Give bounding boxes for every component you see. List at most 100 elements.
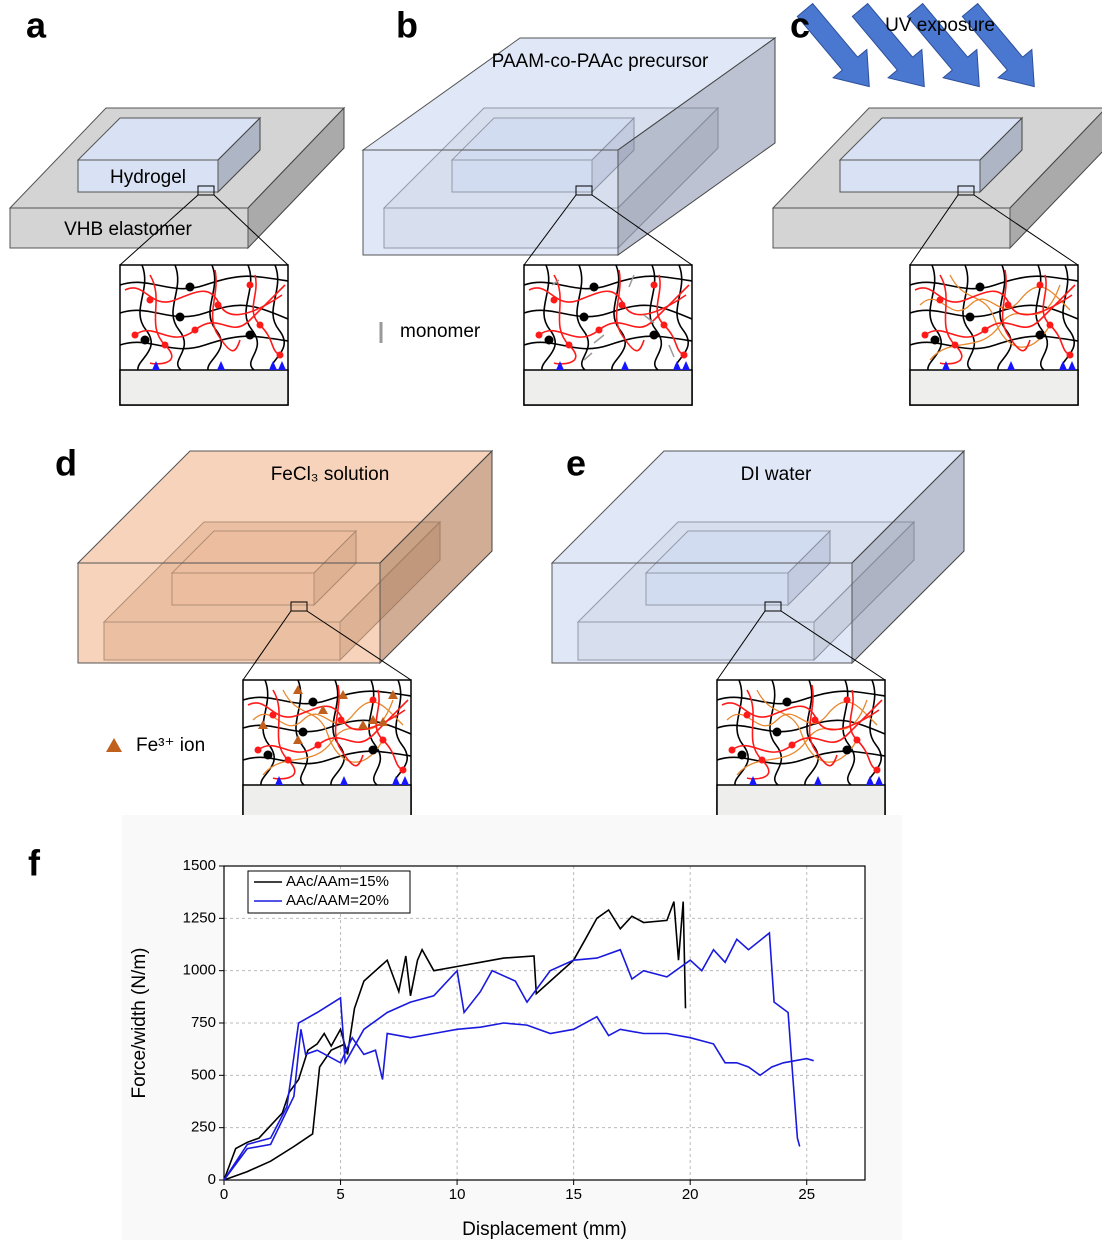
crosslink	[315, 742, 322, 749]
junction	[141, 336, 150, 345]
crosslink	[380, 737, 387, 744]
crosslink	[596, 327, 603, 334]
network-zoom	[243, 680, 411, 820]
crosslink	[812, 717, 819, 724]
crosslink	[192, 327, 199, 334]
network-zoom	[524, 265, 692, 405]
annotation: DI water	[741, 464, 812, 485]
panel-label: e	[566, 443, 586, 484]
junction	[738, 751, 747, 760]
junction	[931, 336, 940, 345]
y-axis-title: Force/width (N/m)	[129, 948, 150, 1099]
network-zoom	[910, 265, 1078, 405]
crosslink	[132, 332, 139, 339]
ion-key	[106, 738, 122, 752]
crosslink	[400, 767, 407, 774]
box-front	[363, 150, 618, 255]
panel-label: f	[28, 843, 41, 884]
annotation: UV exposure	[885, 15, 995, 36]
crosslink	[619, 302, 626, 309]
junction	[590, 283, 599, 292]
annotation: Hydrogel	[110, 167, 186, 188]
crosslink	[982, 327, 989, 334]
crosslink	[147, 297, 154, 304]
box-front	[78, 563, 380, 663]
substrate	[910, 370, 1078, 405]
substrate	[524, 370, 692, 405]
crosslink	[759, 757, 766, 764]
crosslink	[844, 697, 851, 704]
y-tick-label: 500	[191, 1066, 216, 1083]
chart: 02505007501000125015000510152025Displace…	[122, 815, 902, 1240]
y-tick-label: 1500	[183, 857, 216, 874]
junction	[299, 728, 308, 737]
crosslink	[744, 712, 751, 719]
junction	[773, 728, 782, 737]
crosslink	[922, 332, 929, 339]
panel-label: d	[55, 443, 77, 484]
x-tick-label: 0	[220, 1186, 228, 1203]
crosslink	[162, 342, 169, 349]
x-axis-title: Displacement (mm)	[462, 1219, 627, 1240]
crosslink	[285, 757, 292, 764]
x-tick-label: 5	[336, 1186, 344, 1203]
crosslink	[651, 282, 658, 289]
network-zoom	[717, 680, 885, 820]
y-tick-label: 1250	[183, 909, 216, 926]
x-tick-label: 20	[682, 1186, 699, 1203]
junction	[1036, 331, 1045, 340]
crosslink	[277, 352, 284, 359]
crosslink	[551, 297, 558, 304]
box-front	[773, 208, 1010, 248]
y-tick-label: 750	[191, 1014, 216, 1031]
substrate	[243, 785, 411, 820]
junction	[246, 331, 255, 340]
junction	[545, 336, 554, 345]
x-tick-label: 25	[798, 1186, 815, 1203]
junction	[650, 331, 659, 340]
junction	[580, 313, 589, 322]
legend-label: AAc/AAM=20%	[286, 892, 389, 909]
crosslink	[937, 297, 944, 304]
crosslink	[247, 282, 254, 289]
crosslink	[370, 697, 377, 704]
substrate	[717, 785, 885, 820]
box-front	[840, 160, 980, 192]
crosslink	[270, 712, 277, 719]
annotation: VHB elastomer	[64, 219, 192, 240]
annotation: PAAM-co-PAAc precursor	[492, 51, 709, 72]
panel-label: b	[396, 5, 418, 46]
annotation: FeCl₃ solution	[271, 464, 390, 485]
crosslink	[215, 302, 222, 309]
y-tick-label: 1000	[183, 962, 216, 979]
crosslink	[789, 742, 796, 749]
crosslink	[854, 737, 861, 744]
crosslink	[338, 717, 345, 724]
crosslink	[1047, 322, 1054, 329]
crosslink	[536, 332, 543, 339]
crosslink	[566, 342, 573, 349]
crosslink	[661, 322, 668, 329]
crosslink	[1067, 352, 1074, 359]
figure: a b c d e f Hydrogel VHB elastomer PAAM-…	[0, 0, 1102, 1240]
crosslink	[1005, 302, 1012, 309]
y-tick-label: 250	[191, 1119, 216, 1136]
junction	[186, 283, 195, 292]
junction	[309, 698, 318, 707]
junction	[843, 746, 852, 755]
crosslink	[952, 342, 959, 349]
crosslink	[257, 322, 264, 329]
junction	[176, 313, 185, 322]
schematics	[10, 0, 1102, 820]
crosslink	[874, 767, 881, 774]
crosslink	[681, 352, 688, 359]
x-tick-label: 10	[449, 1186, 466, 1203]
panel-label: a	[26, 5, 47, 46]
box-front	[552, 563, 852, 663]
network-zoom	[120, 265, 288, 405]
junction	[264, 751, 273, 760]
annotation: Fe³⁺ ion	[136, 735, 205, 756]
y-tick-label: 0	[208, 1171, 216, 1188]
junction	[976, 283, 985, 292]
junction	[783, 698, 792, 707]
